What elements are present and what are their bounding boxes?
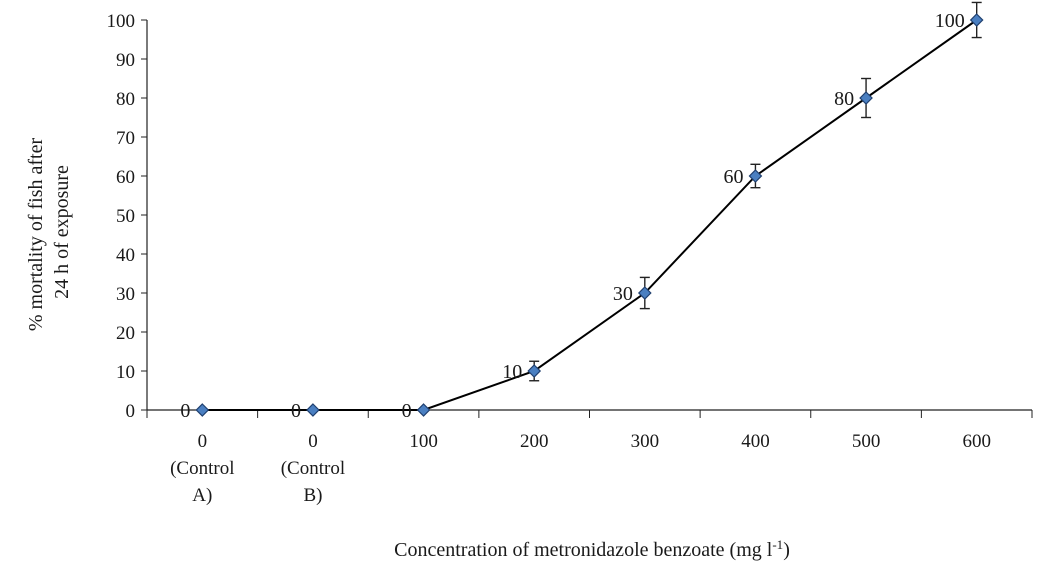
data-label: 60 <box>723 166 743 188</box>
data-point-marker <box>637 286 652 300</box>
x-tick-label: 100 <box>409 431 438 452</box>
y-axis-title-line-1: % mortality of fish after <box>25 138 47 332</box>
y-tick-label: 100 <box>107 11 136 32</box>
y-tick-label: 70 <box>116 128 135 149</box>
axes <box>146 20 1032 411</box>
x-axis-title: Concentration of metronidazole benzoate … <box>394 537 790 562</box>
y-axis-title-line-2: 24 h of exposure <box>51 165 73 299</box>
x-axis-title-superscript: -1 <box>772 537 783 552</box>
y-axis-ticks: 0 10 20 30 40 50 60 70 80 90 100 <box>107 11 147 422</box>
x-tick-label-line: 0 <box>198 431 208 452</box>
x-tick-label-line: (Control <box>281 458 345 479</box>
data-point-marker <box>306 403 320 417</box>
y-tick-label: 20 <box>116 323 135 344</box>
data-label: 100 <box>935 10 965 32</box>
data-label: 10 <box>502 361 522 383</box>
x-tick-label-line: 100 <box>409 431 438 452</box>
series-polyline <box>202 19 978 411</box>
series-line <box>202 19 978 411</box>
y-tick-label: 30 <box>116 284 135 305</box>
data-label: 30 <box>613 283 633 305</box>
y-tick-label: 60 <box>116 167 135 188</box>
data-label: 80 <box>834 88 854 110</box>
x-tick-label: 200 <box>520 431 549 452</box>
data-point-marker <box>859 91 873 105</box>
data-label: 0 <box>180 400 190 422</box>
data-labels: 0 0 0 10 30 60 80 100 <box>180 10 964 422</box>
x-tick-label: 0 (Control B) <box>281 431 345 506</box>
data-point-marker <box>969 13 984 27</box>
x-tick-label-line: 300 <box>631 431 660 452</box>
y-tick-label: 50 <box>116 206 135 227</box>
y-tick-label: 10 <box>116 362 135 383</box>
x-tick-label-line: 600 <box>962 431 991 452</box>
x-tick-label: 400 <box>741 431 770 452</box>
x-axis-ticks: 0 (Control A) 0 (Control B) 100 200 300 400 500 600 <box>146 410 1033 506</box>
x-tick-label: 300 <box>631 431 660 452</box>
x-tick-label-line: 400 <box>741 431 770 452</box>
y-tick-label: 0 <box>126 401 136 422</box>
x-tick-label-line: 0 <box>308 431 318 452</box>
y-axis-title: % mortality of fish after 24 h of exposu… <box>25 133 73 331</box>
y-tick-label: 40 <box>116 245 135 266</box>
x-tick-label-line: A) <box>192 485 212 506</box>
x-tick-label-line: 500 <box>852 431 881 452</box>
data-point-marker <box>195 403 210 417</box>
data-label: 0 <box>291 400 301 422</box>
y-tick-label: 90 <box>116 50 135 71</box>
y-tick-label: 80 <box>116 89 135 110</box>
x-tick-label-line: 200 <box>520 431 549 452</box>
data-point-marker <box>416 403 431 417</box>
data-point-marker <box>748 169 763 183</box>
x-tick-label-line: (Control <box>170 458 234 479</box>
data-point-marker <box>527 364 542 378</box>
x-tick-label-line: B) <box>303 485 322 506</box>
data-label: 0 <box>402 400 412 422</box>
x-axis-title-main: Concentration of metronidazole benzoate … <box>394 539 773 561</box>
x-axis-title-tail: ) <box>783 539 790 561</box>
error-bars <box>529 1 982 382</box>
x-tick-label: 600 <box>962 431 991 452</box>
data-points <box>195 13 984 417</box>
x-tick-label: 500 <box>852 431 881 452</box>
x-tick-label: 0 (Control A) <box>170 431 234 506</box>
